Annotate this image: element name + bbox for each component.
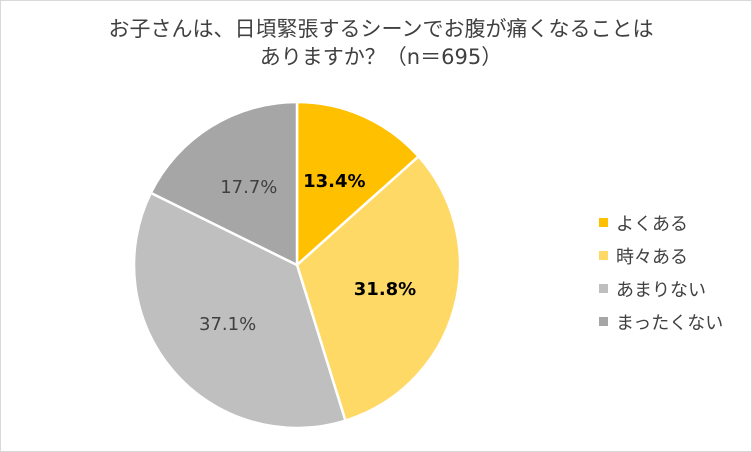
pie-slice-tokidoki-aru	[295, 155, 462, 422]
data-label-tokidoki-aru: 31.8%	[354, 279, 416, 300]
legend-label-yoku-aru: よくある	[616, 213, 688, 235]
legend-item-yoku-aru: よくある	[599, 206, 723, 239]
legend-item-tokidoki-aru: 時々ある	[599, 239, 723, 272]
legend-swatch-yoku-aru	[599, 218, 608, 227]
legend-label-amari-nai: あまりない	[616, 279, 706, 301]
pie-slice-mattaku-nai	[149, 100, 299, 267]
legend-swatch-mattaku-nai	[599, 317, 608, 326]
legend-item-mattaku-nai: まったくない	[599, 305, 723, 338]
legend: よくある 時々ある あまりない まったくない	[599, 206, 723, 338]
data-label-amari-nai: 37.1%	[199, 314, 256, 335]
legend-label-tokidoki-aru: 時々ある	[616, 246, 688, 268]
pie-slice-amari-nai	[132, 191, 347, 430]
chart-title: お子さんは、日頃緊張するシーンでお腹が痛くなることは ありますか？（n＝695）	[61, 15, 701, 71]
legend-item-amari-nai: あまりない	[599, 272, 723, 305]
chart-title-line-1: お子さんは、日頃緊張するシーンでお腹が痛くなることは	[108, 17, 654, 41]
pie-slice-yoku-aru	[295, 100, 420, 267]
data-label-yoku-aru: 13.4%	[303, 171, 365, 192]
chart-title-line-2: ありますか？（n＝695）	[259, 45, 503, 69]
legend-swatch-amari-nai	[599, 284, 608, 293]
legend-swatch-tokidoki-aru	[599, 251, 608, 260]
legend-label-mattaku-nai: まったくない	[616, 312, 724, 334]
data-label-mattaku-nai: 17.7%	[220, 177, 277, 198]
